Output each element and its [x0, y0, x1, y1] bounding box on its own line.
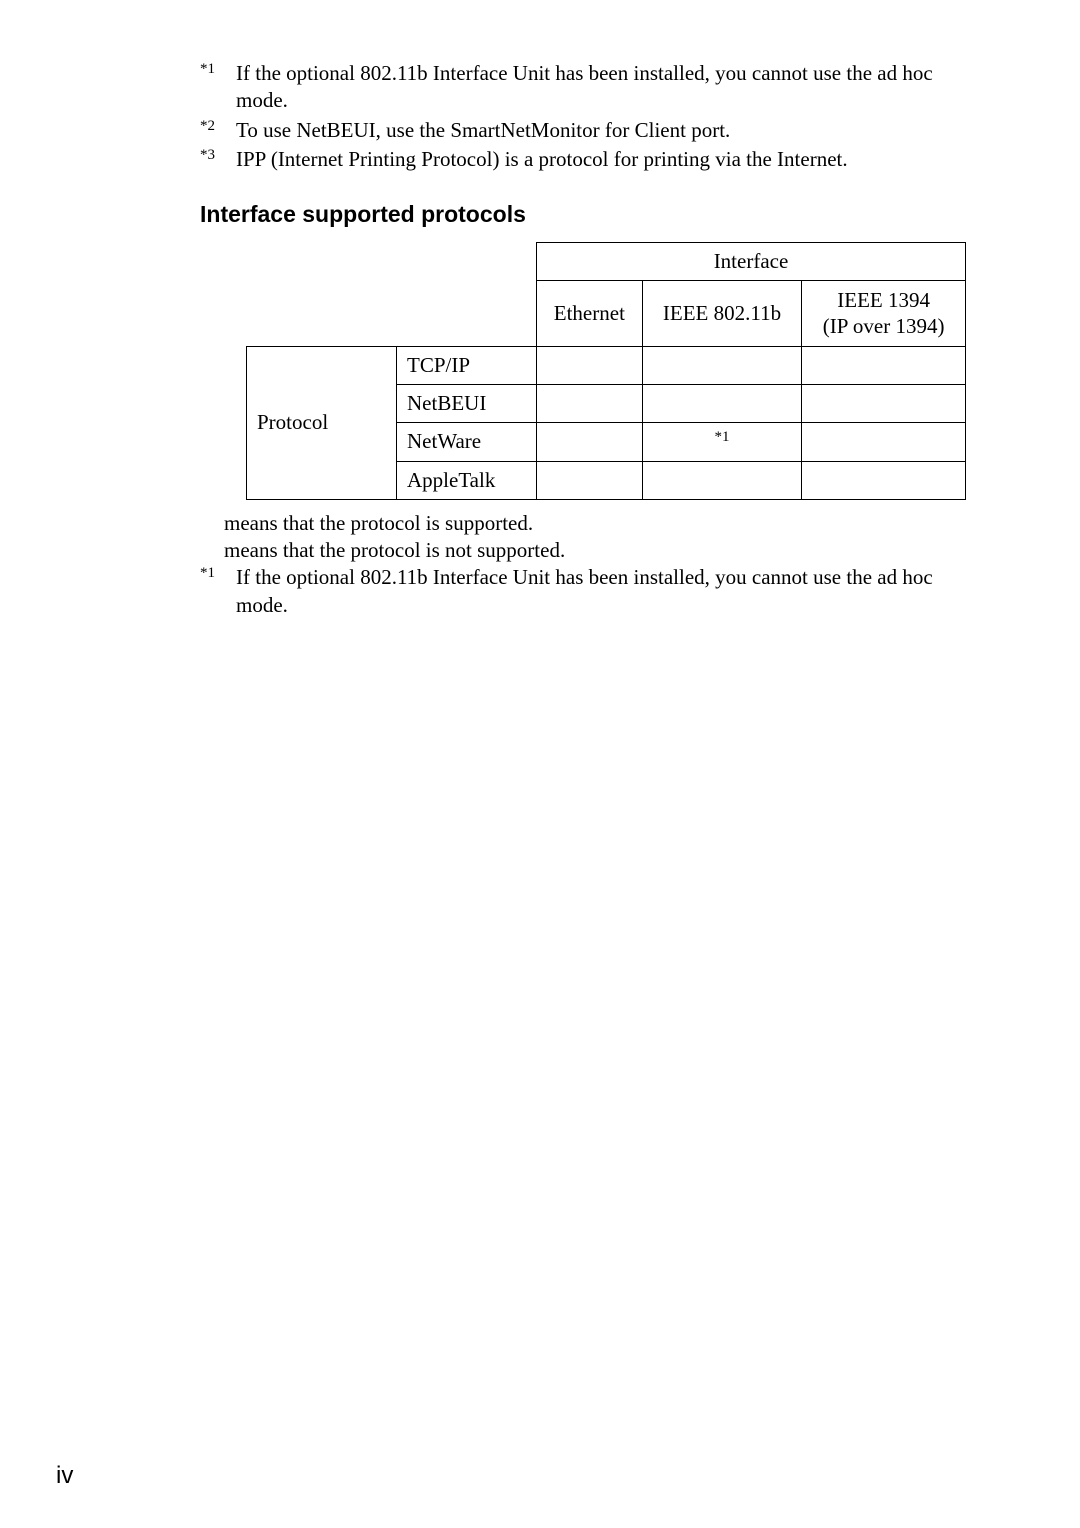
footnote: *1 If the optional 802.11b Interface Uni…	[200, 60, 970, 115]
section-heading: Interface supported protocols	[200, 201, 970, 228]
table-cell	[802, 422, 966, 461]
note-line: means that the protocol is not supported…	[224, 537, 970, 564]
footnote: *3 IPP (Internet Printing Protocol) is a…	[200, 146, 970, 173]
footnote-text: IPP (Internet Printing Protocol) is a pr…	[236, 147, 848, 171]
footnote: *2 To use NetBEUI, use the SmartNetMonit…	[200, 117, 970, 144]
table-header-group: Interface	[537, 243, 966, 281]
protocols-table: Interface Ethernet IEEE 802.11b IEEE 139…	[246, 242, 966, 500]
page-number: iv	[56, 1462, 73, 1490]
table-cell	[537, 461, 643, 499]
table-col-ieee80211b: IEEE 802.11b	[642, 281, 802, 347]
table-cell-protocol: NetWare	[397, 422, 537, 461]
table-col-ethernet: Ethernet	[537, 281, 643, 347]
table-row: Protocol TCP/IP	[247, 346, 966, 384]
table-cell	[802, 384, 966, 422]
table-col-ieee1394: IEEE 1394 (IP over 1394)	[802, 281, 966, 347]
table-header-row-1: Interface	[247, 243, 966, 281]
table-cell	[537, 422, 643, 461]
table-cell-protocol: TCP/IP	[397, 346, 537, 384]
table-cell-protocol: AppleTalk	[397, 461, 537, 499]
table-blank-corner	[247, 243, 537, 347]
footnote-text: If the optional 802.11b Interface Unit h…	[236, 565, 933, 616]
table-cell	[642, 346, 802, 384]
table-cell-sup: *1	[714, 429, 729, 445]
protocols-table-wrap: Interface Ethernet IEEE 802.11b IEEE 139…	[246, 242, 970, 500]
footnote-marker: *3	[200, 146, 215, 166]
table-cell: *1	[642, 422, 802, 461]
table-cell	[802, 461, 966, 499]
table-cell	[802, 346, 966, 384]
footnote-marker: *2	[200, 117, 215, 137]
table-cell-protocol: NetBEUI	[397, 384, 537, 422]
table-cell	[642, 461, 802, 499]
footnote-text: To use NetBEUI, use the SmartNetMonitor …	[236, 118, 730, 142]
footnotes-top: *1 If the optional 802.11b Interface Uni…	[200, 60, 970, 173]
footnote-marker: *1	[200, 564, 215, 584]
table-cell	[537, 346, 643, 384]
table-cell	[537, 384, 643, 422]
table-row-group-label: Protocol	[247, 346, 397, 499]
footnote-text: If the optional 802.11b Interface Unit h…	[236, 61, 933, 112]
note-line: means that the protocol is supported.	[224, 510, 970, 537]
page: *1 If the optional 802.11b Interface Uni…	[0, 0, 1080, 1528]
footnote: *1 If the optional 802.11b Interface Uni…	[200, 564, 970, 619]
notes-bottom: means that the protocol is supported. me…	[200, 510, 970, 619]
table-cell	[642, 384, 802, 422]
footnote-marker: *1	[200, 60, 215, 80]
